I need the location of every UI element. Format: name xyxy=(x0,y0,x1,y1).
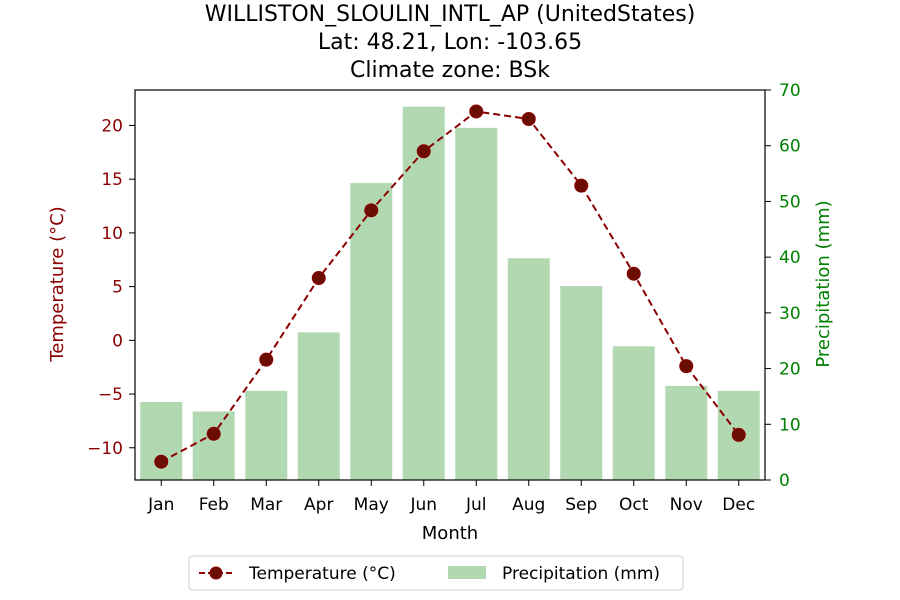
legend-precipitation-swatch xyxy=(448,566,486,579)
precipitation-bar xyxy=(507,258,550,480)
right-tick-label: 50 xyxy=(779,192,801,212)
left-tick-label: 5 xyxy=(112,278,123,298)
temperature-point xyxy=(469,104,484,119)
x-tick-label: Aug xyxy=(512,495,545,515)
temperature-point xyxy=(364,203,379,218)
right-tick-label: 40 xyxy=(779,248,801,268)
right-tick-label: 10 xyxy=(779,415,801,435)
right-tick-label: 60 xyxy=(779,137,801,157)
temperature-point xyxy=(416,144,431,159)
right-tick-label: 30 xyxy=(779,304,801,324)
legend: Temperature (°C) Precipitation (mm) xyxy=(188,555,684,591)
right-axis: 0 10 20 30 40 50 60 70 xyxy=(765,81,801,491)
plot-frame xyxy=(134,89,766,481)
x-tick-label: Feb xyxy=(199,495,229,515)
title-line-climate-zone: Climate zone: BSk xyxy=(350,58,550,83)
chart-title: WILLISTON_SLOULIN_INTL_AP (UnitedStates)… xyxy=(205,2,696,83)
left-tick-label: 20 xyxy=(101,116,123,136)
precipitation-bar xyxy=(455,127,498,480)
temperature-point xyxy=(154,454,169,469)
temperature-point xyxy=(731,427,746,442)
left-tick-label: −5 xyxy=(98,385,123,405)
x-tick-label: Jul xyxy=(465,495,487,515)
x-tick-label: Jan xyxy=(147,495,174,515)
legend-temperature-marker xyxy=(209,566,223,580)
x-tick-label: Apr xyxy=(304,495,333,515)
title-line-station: WILLISTON_SLOULIN_INTL_AP (UnitedStates) xyxy=(205,2,696,27)
right-axis-label: Precipitation (mm) xyxy=(813,200,834,367)
x-tick-label: Oct xyxy=(619,495,649,515)
x-tick-label: Jun xyxy=(409,495,437,515)
x-tick-label: Dec xyxy=(722,495,755,515)
temperature-series xyxy=(154,104,746,469)
x-tick-label: Mar xyxy=(250,495,282,515)
temperature-point xyxy=(311,271,326,286)
left-tick-label: 10 xyxy=(101,224,123,244)
left-tick-label: 0 xyxy=(112,331,123,351)
precipitation-bar xyxy=(350,183,393,481)
x-axis: Jan Feb Mar Apr May Jun Jul Aug Sep Oct Nov Dec xyxy=(147,480,755,515)
temperature-point xyxy=(626,266,641,281)
right-tick-label: 70 xyxy=(779,81,801,101)
temperature-line xyxy=(160,110,740,463)
precipitation-bar xyxy=(192,411,235,480)
x-tick-label: Sep xyxy=(565,495,597,515)
temperature-point xyxy=(679,359,694,374)
temperature-point xyxy=(521,112,536,127)
left-axis-label: Temperature (°C) xyxy=(47,206,68,362)
left-axis: −10 −5 0 5 10 15 20 xyxy=(87,116,135,459)
right-tick-label: 0 xyxy=(779,471,790,491)
precipitation-bar xyxy=(665,385,708,480)
left-tick-label: −10 xyxy=(87,439,123,459)
legend-box xyxy=(188,555,684,591)
left-tick-label: 15 xyxy=(101,170,123,190)
x-tick-label: Nov xyxy=(670,495,703,515)
precipitation-bar xyxy=(245,390,288,480)
temperature-point xyxy=(206,426,221,441)
title-line-coordinates: Lat: 48.21, Lon: -103.65 xyxy=(318,30,582,55)
precipitation-bar xyxy=(560,286,603,480)
temperature-point xyxy=(259,352,274,367)
legend-precipitation-label: Precipitation (mm) xyxy=(502,564,660,584)
x-tick-label: May xyxy=(354,495,389,515)
precipitation-bar xyxy=(297,332,340,480)
precipitation-bar xyxy=(612,346,655,480)
precipitation-bar xyxy=(402,106,445,480)
precipitation-bars xyxy=(140,106,760,481)
legend-temperature-label: Temperature (°C) xyxy=(248,564,396,584)
x-axis-label: Month xyxy=(422,523,478,544)
temperature-point xyxy=(574,178,589,193)
right-tick-label: 20 xyxy=(779,360,801,380)
